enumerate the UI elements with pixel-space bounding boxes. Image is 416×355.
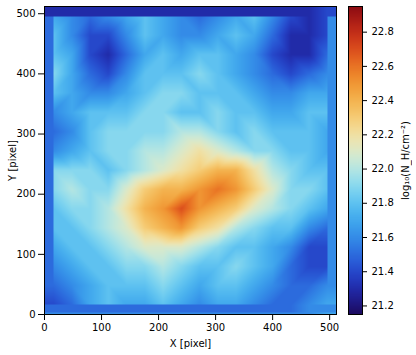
svg-text:21.2: 21.2: [372, 300, 394, 311]
svg-text:200: 200: [16, 188, 35, 199]
svg-text:22.2: 22.2: [372, 129, 394, 140]
svg-text:22.6: 22.6: [372, 61, 394, 72]
svg-text:200: 200: [149, 322, 168, 333]
svg-text:400: 400: [16, 68, 35, 79]
svg-text:500: 500: [16, 8, 35, 19]
svg-text:22.0: 22.0: [372, 163, 394, 174]
svg-text:X [pixel]: X [pixel]: [170, 338, 212, 349]
svg-text:100: 100: [92, 322, 111, 333]
svg-text:22.8: 22.8: [372, 26, 394, 37]
svg-text:100: 100: [16, 249, 35, 260]
svg-text:0: 0: [41, 322, 47, 333]
svg-text:21.8: 21.8: [372, 197, 394, 208]
svg-text:21.4: 21.4: [372, 266, 394, 277]
svg-text:22.4: 22.4: [372, 95, 394, 106]
svg-text:300: 300: [16, 128, 35, 139]
svg-text:log₁₀(N_H/cm⁻²): log₁₀(N_H/cm⁻²): [400, 121, 412, 200]
svg-text:300: 300: [206, 322, 225, 333]
svg-text:0: 0: [29, 309, 35, 320]
svg-text:Y [pixel]: Y [pixel]: [7, 140, 18, 182]
svg-text:500: 500: [320, 322, 339, 333]
svg-text:400: 400: [263, 322, 282, 333]
svg-text:21.6: 21.6: [372, 232, 394, 243]
